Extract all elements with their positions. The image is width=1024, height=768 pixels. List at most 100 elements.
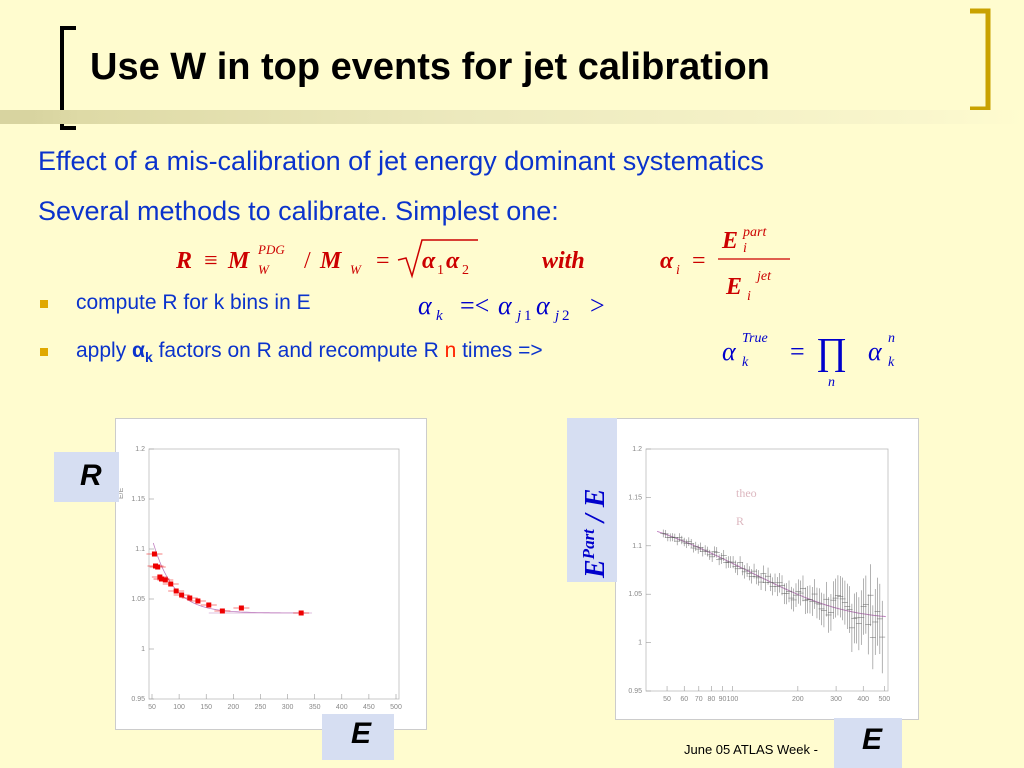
- ak-lt: =<: [460, 291, 489, 320]
- x-tick-label: 450: [363, 704, 375, 711]
- x-tick-label: 100: [727, 696, 739, 703]
- x-tick-label: 250: [255, 704, 267, 711]
- epart-sup: Part: [579, 528, 598, 561]
- y-tick-label: 0.95: [628, 688, 642, 695]
- left-label-box: [54, 452, 119, 502]
- text-line-2: Several methods to calibrate. Simplest o…: [38, 196, 559, 226]
- y-tick-label: 1.2: [135, 446, 145, 453]
- bullet-1-text: compute R for k bins in E: [76, 291, 311, 314]
- formula-w1: W: [258, 262, 270, 277]
- x-tick-label: 50: [148, 704, 156, 711]
- epart-rest: / E: [580, 489, 611, 529]
- x-tick-label: 60: [680, 696, 688, 703]
- at-n-lower: n: [828, 375, 835, 390]
- x-tick-label: 50: [663, 696, 671, 703]
- epart-over-e-label: EPart / E: [579, 489, 611, 579]
- bullet-marker-2: [40, 348, 48, 356]
- formula-M1: M: [227, 248, 251, 274]
- bullet-2-n: n: [444, 339, 457, 362]
- legend-R: R: [736, 514, 744, 528]
- calibration-formula: R ≡ M PDG W / M W = α 1 α 2 with α i = E…: [175, 225, 790, 304]
- x-tick-label: 150: [200, 704, 212, 711]
- legend-theo: theo: [736, 486, 757, 500]
- formula-equiv: ≡: [204, 248, 218, 274]
- ak-j2: j: [553, 308, 559, 324]
- formula-eq2: =: [692, 248, 706, 274]
- y-axis-label: E/E: [118, 487, 125, 499]
- x-tick-label: 500: [878, 696, 890, 703]
- x-tick-label: 350: [309, 704, 321, 711]
- left-bracket: [60, 26, 76, 130]
- ak-alpha-j2: α: [536, 291, 551, 320]
- right-plot-panel: 0.95 1 1.05 1.1 1.15 1.2 50 60 70 80 90 100 200 300 40…: [615, 418, 919, 720]
- right-calibration-chart: 0.95 1 1.05 1.1 1.15 1.2 50 60 70 80 90 100 200 300 40…: [628, 446, 890, 703]
- formula-slash: /: [304, 248, 311, 274]
- formula-sub2: 2: [462, 263, 469, 278]
- formula-E-num: E: [721, 228, 738, 254]
- x-tick-label: 500: [390, 704, 402, 711]
- data-point: [206, 602, 212, 608]
- right-E-label: E: [862, 723, 883, 756]
- data-point: [298, 610, 304, 616]
- at-k: k: [742, 355, 749, 370]
- ak-alpha-j1: α: [498, 291, 513, 320]
- plot-frame: [148, 448, 400, 700]
- x-tick-label: 300: [282, 704, 294, 711]
- plot-frame: [645, 448, 889, 692]
- y-tick-label: 1.2: [632, 446, 642, 453]
- y-tick-label: 1: [638, 640, 642, 647]
- at-k2: k: [888, 355, 895, 370]
- fit-curve: [152, 542, 306, 614]
- at-true: True: [742, 331, 768, 346]
- data-point: [238, 605, 244, 611]
- x-tick-label: 70: [695, 696, 703, 703]
- data-point: [155, 564, 161, 570]
- left-E-label: E: [351, 717, 372, 750]
- y-tick-label: 1.1: [632, 543, 642, 550]
- ak-one: 1: [524, 308, 532, 324]
- data-point: [151, 551, 157, 557]
- left-x-label-box: [322, 714, 394, 760]
- x-tick-label: 80: [707, 696, 715, 703]
- bullet-2-post: times =>: [456, 339, 543, 362]
- formula-eq1: =: [376, 248, 390, 274]
- y-tick-label: 0.95: [131, 696, 145, 703]
- x-tick-label: 90: [719, 696, 727, 703]
- svg-text:EPart / E: EPart / E: [579, 489, 611, 579]
- formula-i: i: [676, 263, 680, 278]
- y-tick-label: 1.1: [135, 546, 145, 553]
- ak-gt: >: [590, 291, 605, 320]
- formula-sub1: 1: [437, 263, 444, 278]
- formula-i-num: i: [743, 241, 747, 256]
- data-point: [219, 608, 225, 614]
- bullet-2-text: apply αk factors on R and recompute R n …: [76, 339, 543, 365]
- x-tick-label: 400: [336, 704, 348, 711]
- data-point: [173, 588, 179, 594]
- bullet-2-mid: factors on R and recompute R: [152, 339, 445, 362]
- ak-j1: j: [515, 308, 521, 324]
- x-tick-label: 200: [792, 696, 804, 703]
- data-point: [168, 581, 174, 587]
- title-underline: [0, 110, 1024, 124]
- data-point: [187, 595, 193, 601]
- ak-two: 2: [562, 308, 570, 324]
- formula-part: part: [742, 225, 767, 240]
- data-point: [162, 577, 168, 583]
- x-tick-label: 300: [830, 696, 842, 703]
- at-alpha2: α: [868, 337, 883, 366]
- formula-alpha1: α: [422, 248, 436, 274]
- ak-k: k: [436, 308, 443, 324]
- bullet-2-alpha-sub: k: [144, 349, 153, 366]
- ak-alpha: α: [418, 291, 433, 320]
- left-R-label: R: [80, 459, 102, 492]
- right-label-box: [567, 418, 617, 582]
- text-line-1: Effect of a mis-calibration of jet energ…: [38, 146, 764, 176]
- alpha-true-formula: α True k = ∏ n α n k: [722, 331, 895, 390]
- x-tick-label: 200: [227, 704, 239, 711]
- data-point: [195, 598, 201, 604]
- data-point: [179, 592, 185, 598]
- y-tick-label: 1.05: [131, 596, 145, 603]
- formula-M2: M: [319, 248, 343, 274]
- formula-alpha-i: α: [660, 248, 674, 274]
- y-tick-label: 1.15: [131, 496, 145, 503]
